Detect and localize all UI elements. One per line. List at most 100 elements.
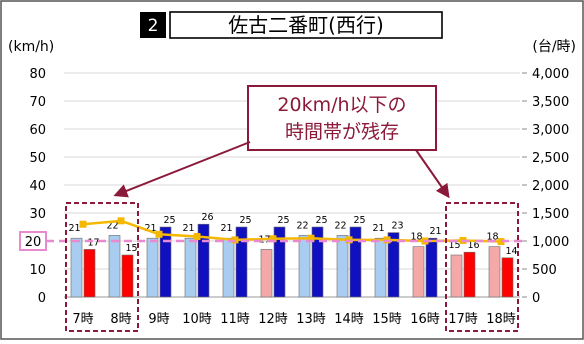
- data-label: 21: [68, 223, 80, 234]
- x-tick-label: 8時: [110, 312, 131, 327]
- data-label: 25: [277, 215, 289, 226]
- callout-line-2: 時間帯が残存: [285, 121, 399, 143]
- right-tick-label: 1,500: [532, 207, 569, 222]
- bar: [159, 226, 172, 298]
- right-tick-label: 500: [532, 263, 557, 278]
- right-tick-label: 3,500: [532, 95, 569, 110]
- title-box: [169, 11, 443, 39]
- bar: [387, 232, 400, 298]
- right-tick-label: 3,000: [532, 123, 569, 138]
- title-number: 2: [148, 16, 159, 36]
- x-tick-label: 18時: [486, 312, 516, 327]
- bar: [108, 235, 121, 298]
- data-label: 22: [106, 220, 118, 231]
- bar: [83, 249, 96, 298]
- x-tick-label: 15時: [372, 312, 402, 327]
- bar: [260, 249, 273, 298]
- left-tick-label: 40: [29, 179, 46, 194]
- bar: [336, 235, 349, 298]
- x-tick-label: 12時: [258, 312, 288, 327]
- left-tick-label: 10: [29, 263, 46, 278]
- volume-point: [307, 234, 315, 242]
- right-axis-ticks: 0 500 1,000 1,500 2,000 2,500 3,000 3,500 4,000: [522, 67, 569, 306]
- data-label: 25: [353, 215, 365, 226]
- callout-arrow-left: [113, 141, 251, 198]
- highlight-boxes: [65, 202, 519, 332]
- bar: [463, 251, 476, 298]
- bar: [311, 226, 324, 298]
- right-tick-label: 4,000: [532, 67, 569, 82]
- callout-line-1: 20km/h以下の: [277, 94, 406, 116]
- left-tick-label: 50: [29, 151, 46, 166]
- x-tick-label: 9時: [148, 312, 169, 327]
- volume-point: [155, 230, 163, 238]
- volume-point: [269, 235, 277, 243]
- bar: [488, 246, 501, 298]
- bar: [146, 237, 159, 298]
- bar: [298, 235, 311, 298]
- right-tick-label: 0: [532, 291, 540, 306]
- volume-line: [82, 219, 502, 243]
- x-tick-label: 10時: [182, 312, 212, 327]
- x-tick-label: 11時: [220, 312, 250, 327]
- left-axis-ticks: 01020304050607080: [29, 67, 46, 306]
- x-tick-label: 13時: [296, 312, 326, 327]
- highlight-box: [65, 202, 139, 332]
- data-label: 14: [505, 246, 517, 257]
- chart-title: 佐古二番町(西行): [228, 13, 384, 37]
- right-axis-unit: (台/時): [532, 39, 576, 55]
- bar: [235, 226, 248, 298]
- bar: [501, 257, 514, 298]
- bar: [412, 246, 425, 298]
- data-label: 21: [429, 226, 441, 237]
- data-label: 15: [125, 243, 137, 254]
- data-label: 15: [448, 240, 460, 251]
- bar: [184, 237, 197, 298]
- data-label: 21: [372, 223, 384, 234]
- data-label: 16: [467, 240, 479, 251]
- data-label: 25: [163, 215, 175, 226]
- x-axis-labels: 7時 8時 9時 10時 11時 12時 13時 14時 15時 16時 17時 18時: [72, 312, 515, 327]
- bar: [70, 237, 83, 298]
- left-tick-label: 70: [29, 95, 46, 110]
- left-tick-label: 80: [29, 67, 46, 82]
- volume-point: [117, 217, 125, 225]
- reference-marker: [19, 231, 47, 251]
- right-tick-label: 1,000: [532, 235, 569, 250]
- data-label: 22: [296, 220, 308, 231]
- bar: [425, 237, 438, 298]
- volume-point: [79, 220, 87, 228]
- highlight-box: [445, 202, 519, 332]
- right-tick-label: 2,000: [532, 179, 569, 194]
- data-label: 22: [334, 220, 346, 231]
- x-tick-label: 7時: [72, 312, 93, 327]
- bar: [197, 223, 210, 298]
- data-label: 25: [315, 215, 327, 226]
- bar: [450, 254, 463, 298]
- data-label: 21: [182, 223, 194, 234]
- bar: [273, 226, 286, 298]
- left-tick-label: 60: [29, 123, 46, 138]
- volume-point: [193, 233, 201, 241]
- reference-marker-label: 20: [25, 235, 42, 250]
- data-label: 17: [87, 237, 99, 248]
- data-label: 25: [239, 215, 251, 226]
- data-label: 18: [486, 232, 498, 243]
- data-label: 23: [391, 221, 403, 232]
- bar: [374, 237, 387, 298]
- data-label: 21: [220, 223, 232, 234]
- x-tick-label: 14時: [334, 312, 364, 327]
- bar: [121, 254, 134, 298]
- data-label: 18: [410, 232, 422, 243]
- x-tick-label: 16時: [410, 312, 440, 327]
- data-label: 21: [144, 223, 156, 234]
- callout-arrow-right: [415, 149, 450, 199]
- bar: [222, 237, 235, 298]
- left-axis-unit: (km/h): [8, 39, 54, 55]
- title-number-box: [140, 12, 166, 38]
- bars: [70, 223, 514, 298]
- right-tick-label: 2,500: [532, 151, 569, 166]
